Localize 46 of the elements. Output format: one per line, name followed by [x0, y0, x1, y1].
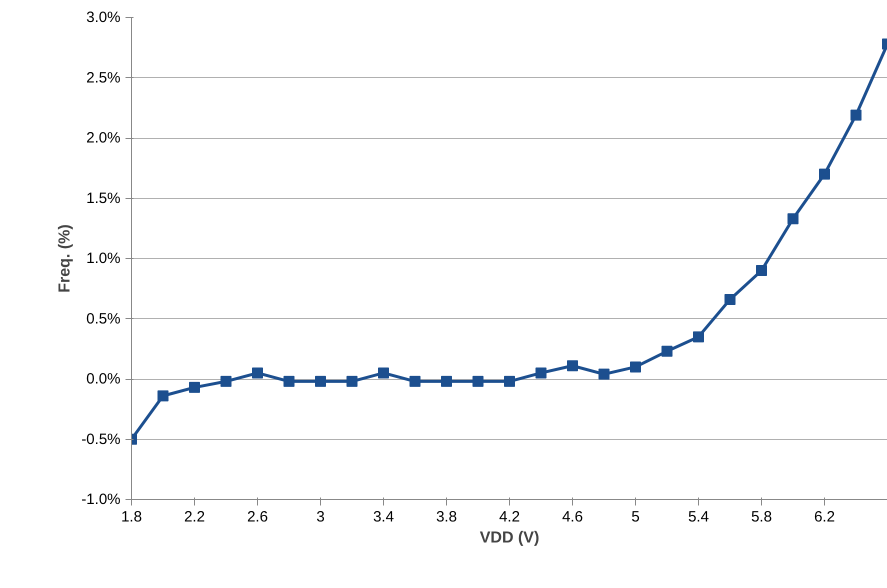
x-tick-label: 5.8: [751, 508, 772, 526]
y-tick-label: 0.0%: [86, 370, 121, 388]
x-tick-label: 4.2: [499, 508, 520, 526]
x-tick-label: 1.8: [121, 508, 142, 526]
point: [630, 361, 641, 372]
point: [441, 376, 452, 387]
y-tick-label: 0.5%: [86, 310, 121, 328]
x-tick-label: 6.2: [814, 508, 835, 526]
y-tick-label: 1.5%: [86, 190, 121, 207]
point: [724, 294, 736, 305]
y-tick-label: -0.5%: [81, 430, 121, 448]
point: [315, 376, 326, 387]
point: [693, 331, 704, 342]
point: [788, 213, 798, 224]
point: [220, 376, 232, 387]
point: [410, 376, 420, 387]
x-tick-label: 3.8: [436, 508, 457, 526]
y-tick-label: 2.0%: [86, 130, 121, 146]
point: [536, 367, 546, 378]
x-tick-label: 3: [316, 508, 325, 526]
point: [504, 376, 515, 387]
point: [819, 168, 830, 180]
y-tick-label: 3.0%: [86, 9, 121, 26]
point: [378, 367, 389, 378]
y-tick-label: 1.0%: [86, 250, 121, 267]
y-tick-label: -1.0%: [81, 491, 121, 508]
point: [158, 390, 168, 402]
x-tick-label: 4.6: [562, 508, 583, 526]
point: [662, 346, 672, 357]
point: [756, 265, 767, 276]
point: [189, 382, 200, 393]
x-axis-title: VDD (V): [480, 530, 540, 546]
point: [598, 368, 610, 380]
x-tick-label: 2.6: [247, 508, 268, 526]
x-tick-label: 5: [631, 508, 640, 526]
x-tick-label: 3.4: [373, 508, 394, 526]
y-tick-label: 2.5%: [86, 69, 121, 86]
y-axis-title: Freq. (%): [56, 224, 74, 293]
point: [346, 376, 358, 387]
point: [850, 110, 862, 121]
x-tick-label: 2.2: [184, 508, 205, 526]
point: [252, 367, 263, 378]
x-tick-label: 5.4: [688, 508, 709, 526]
point: [567, 360, 578, 372]
point: [284, 376, 294, 387]
point: [472, 376, 484, 387]
